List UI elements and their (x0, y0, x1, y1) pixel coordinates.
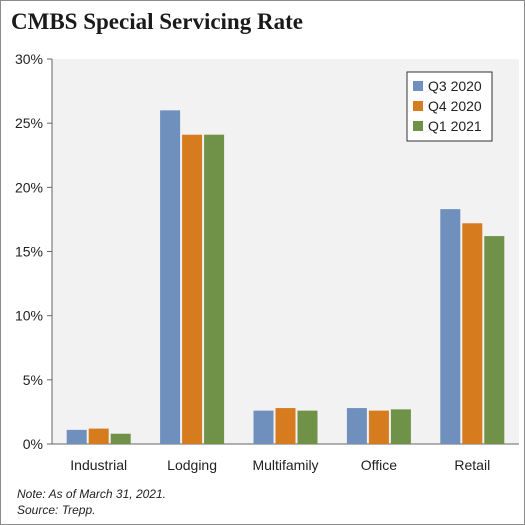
y-tick-label: 30% (15, 51, 43, 67)
bar-office-series-1 (346, 408, 367, 444)
legend-label: Q3 2020 (428, 78, 482, 94)
legend-swatch (413, 81, 423, 91)
bar-multifamily-series-3 (297, 410, 318, 444)
bar-office-series-3 (390, 409, 411, 444)
x-category-label: Lodging (167, 457, 217, 473)
bar-multifamily-series-2 (275, 408, 296, 444)
bar-lodging-series-1 (160, 110, 181, 444)
bar-retail-series-2 (462, 223, 483, 444)
bar-retail-series-1 (440, 209, 461, 444)
y-tick-label: 10% (15, 308, 43, 324)
legend-label: Q4 2020 (428, 98, 482, 114)
y-tick-label: 25% (15, 115, 43, 131)
bar-lodging-series-2 (182, 134, 203, 444)
legend-swatch (413, 121, 423, 131)
bar-industrial-series-1 (66, 429, 87, 444)
bar-retail-series-3 (484, 236, 505, 444)
chart-title: CMBS Special Servicing Rate (11, 9, 303, 34)
x-category-label: Retail (454, 457, 490, 473)
y-tick-label: 5% (23, 372, 43, 388)
y-tick-label: 20% (15, 179, 43, 195)
chart-notes: Note: As of March 31, 2021. Source: Trep… (17, 486, 166, 518)
legend-swatch (413, 101, 423, 111)
source-text: Source: Trepp. (17, 503, 96, 517)
bar-office-series-2 (368, 410, 389, 444)
x-category-label: Office (361, 457, 398, 473)
note-text: Note: As of March 31, 2021. (17, 487, 166, 501)
legend-label: Q1 2021 (428, 118, 482, 134)
y-tick-label: 0% (23, 436, 43, 452)
bar-industrial-series-3 (110, 433, 131, 444)
x-category-label: Multifamily (252, 457, 318, 473)
x-category-label: Industrial (70, 457, 127, 473)
bar-multifamily-series-1 (253, 410, 274, 444)
y-tick-label: 15% (15, 244, 43, 260)
bar-industrial-series-2 (88, 428, 109, 444)
bar-lodging-series-3 (204, 134, 225, 444)
